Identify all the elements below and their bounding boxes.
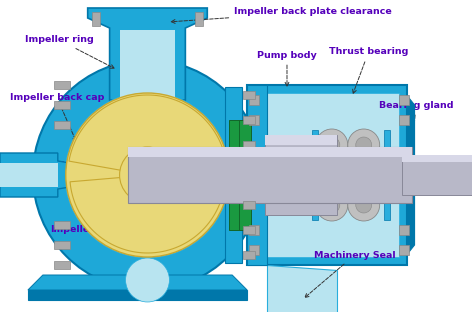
Bar — [54, 101, 70, 109]
Circle shape — [356, 197, 372, 213]
Bar — [243, 116, 255, 124]
Text: Machinery Seal: Machinery Seal — [305, 251, 395, 297]
Polygon shape — [70, 136, 225, 253]
Text: Bearing gland: Bearing gland — [379, 100, 453, 151]
Circle shape — [348, 159, 380, 191]
Polygon shape — [28, 290, 247, 300]
Bar — [243, 201, 255, 209]
Polygon shape — [0, 163, 58, 187]
Polygon shape — [119, 30, 175, 100]
Polygon shape — [28, 275, 247, 290]
Circle shape — [356, 167, 372, 183]
Circle shape — [348, 189, 380, 221]
Bar — [249, 95, 259, 105]
Circle shape — [324, 167, 340, 183]
Polygon shape — [225, 87, 242, 263]
Bar — [243, 226, 255, 234]
Polygon shape — [69, 95, 227, 202]
Bar — [54, 241, 70, 249]
Text: Thrust bearing: Thrust bearing — [329, 47, 408, 93]
Bar — [239, 120, 251, 230]
Text: Impeller back cap: Impeller back cap — [10, 94, 104, 141]
Circle shape — [316, 159, 348, 191]
Polygon shape — [88, 8, 207, 100]
Bar — [195, 12, 203, 26]
Circle shape — [33, 60, 262, 290]
Text: Impeller: Impeller — [50, 226, 134, 250]
Text: Impeller ring: Impeller ring — [25, 36, 114, 68]
Polygon shape — [128, 147, 411, 203]
Circle shape — [316, 129, 348, 161]
Polygon shape — [0, 153, 70, 197]
Circle shape — [316, 189, 348, 221]
Circle shape — [66, 93, 229, 257]
Polygon shape — [267, 265, 337, 312]
Bar — [243, 251, 255, 259]
Circle shape — [324, 137, 340, 153]
Circle shape — [356, 137, 372, 153]
Circle shape — [132, 159, 164, 191]
Bar — [54, 261, 70, 269]
Text: Impeller back plate clearance: Impeller back plate clearance — [171, 7, 392, 23]
Polygon shape — [128, 147, 411, 157]
Circle shape — [119, 147, 175, 203]
Polygon shape — [407, 95, 415, 255]
Polygon shape — [401, 155, 473, 162]
Bar — [383, 130, 390, 220]
Polygon shape — [265, 135, 337, 145]
Polygon shape — [401, 155, 473, 195]
Bar — [399, 245, 409, 255]
Bar — [312, 130, 318, 220]
Text: Axis: Axis — [261, 144, 285, 167]
Text: Pump body: Pump body — [257, 51, 317, 86]
Circle shape — [96, 123, 199, 227]
Bar — [243, 141, 255, 149]
Polygon shape — [247, 85, 407, 265]
Circle shape — [324, 197, 340, 213]
Bar — [243, 91, 255, 99]
Bar — [399, 115, 409, 125]
Bar — [54, 81, 70, 89]
Bar — [54, 121, 70, 129]
Polygon shape — [247, 85, 267, 265]
Bar — [399, 95, 409, 105]
Circle shape — [348, 129, 380, 161]
Polygon shape — [255, 93, 399, 257]
Bar — [54, 221, 70, 229]
Polygon shape — [265, 135, 337, 215]
Bar — [249, 115, 259, 125]
Bar — [249, 245, 259, 255]
Bar — [229, 120, 241, 230]
Bar — [399, 225, 409, 235]
Bar — [249, 225, 259, 235]
Text: Inlet: Inlet — [55, 160, 84, 173]
Bar — [91, 12, 100, 26]
Circle shape — [126, 258, 169, 302]
Circle shape — [65, 92, 230, 258]
